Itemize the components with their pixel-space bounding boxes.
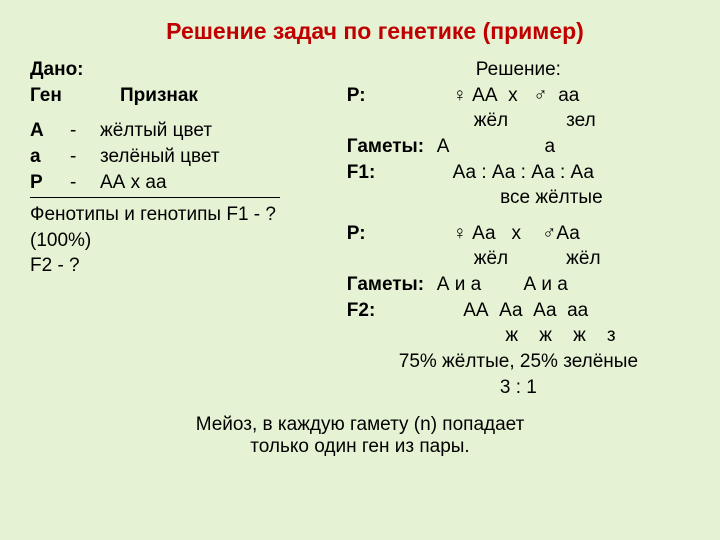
f2-pheno: ж ж ж з	[437, 323, 616, 349]
solution-p2: Р: ♀ Аа х ♂Аа	[347, 221, 690, 247]
p-cross: ♀ АА х ♂ аа	[437, 83, 580, 109]
f2-label: F2:	[347, 298, 437, 324]
gene-trait: АА х аа	[100, 170, 167, 196]
question-line: Фенотипы и генотипы F1 - ?	[30, 202, 347, 228]
f1-val: Аа : Аа : Аа : Аа	[437, 160, 594, 186]
solution-header: Решение:	[347, 57, 690, 83]
p-pheno: жёл зел	[437, 108, 596, 134]
f2-val: АА Аа Аа аа	[437, 298, 588, 324]
given-header-row: Ген Признак	[30, 83, 347, 109]
ratio-numeric: 3 : 1	[347, 375, 690, 401]
footer-line: Мейоз, в каждую гамету (n) попадает	[30, 414, 690, 436]
given-row: Р - АА х аа	[30, 170, 347, 196]
given-row: а - зелёный цвет	[30, 144, 347, 170]
gene-symbol: А	[30, 118, 70, 144]
solution-p1: Р: ♀ АА х ♂ аа	[347, 83, 690, 109]
gametes-val: А и а А и а	[437, 272, 568, 298]
slide-title: Решение задач по генетике (пример)	[30, 18, 690, 45]
solution-column: Решение: Р: ♀ АА х ♂ аа жёл зел Гаметы: …	[347, 57, 690, 400]
empty-label	[347, 108, 437, 134]
f1-pheno: все жёлтые	[437, 185, 603, 211]
ratio-percent: 75% жёлтые, 25% зелёные	[347, 349, 690, 375]
given-column: Дано: Ген Признак А - жёлтый цвет а - зе…	[30, 57, 347, 400]
empty-label	[347, 185, 437, 211]
solution-f1-pheno: все жёлтые	[347, 185, 690, 211]
question-line: (100%)	[30, 228, 347, 254]
solution-gametes1: Гаметы: А а	[347, 134, 690, 160]
gene-dash: -	[70, 118, 100, 144]
gene-dash: -	[70, 170, 100, 196]
empty-label	[347, 323, 437, 349]
footer-line: только один ген из пары.	[30, 436, 690, 458]
gametes-val: А а	[437, 134, 555, 160]
given-header-trait: Признак	[120, 83, 198, 109]
solution-f2: F2: АА Аа Аа аа	[347, 298, 690, 324]
gene-dash: -	[70, 144, 100, 170]
solution-gametes2: Гаметы: А и а А и а	[347, 272, 690, 298]
solution-f2-pheno: ж ж ж з	[347, 323, 690, 349]
given-header-gene: Ген	[30, 83, 120, 109]
gene-trait: зелёный цвет	[100, 144, 220, 170]
gametes-label: Гаметы:	[347, 272, 437, 298]
p-pheno: жёл жёл	[437, 246, 601, 272]
p-label: Р:	[347, 83, 437, 109]
given-header-dano: Дано:	[30, 57, 347, 83]
question-line: F2 - ?	[30, 253, 347, 279]
solution-p1-pheno: жёл зел	[347, 108, 690, 134]
p-label: Р:	[347, 221, 437, 247]
f1-label: F1:	[347, 160, 437, 186]
gametes-label: Гаметы:	[347, 134, 437, 160]
gene-symbol: Р	[30, 170, 70, 196]
p-cross: ♀ Аа х ♂Аа	[437, 221, 580, 247]
gene-trait: жёлтый цвет	[100, 118, 212, 144]
solution-p2-pheno: жёл жёл	[347, 246, 690, 272]
divider-line	[30, 197, 280, 198]
content-area: Дано: Ген Признак А - жёлтый цвет а - зе…	[30, 57, 690, 400]
gene-symbol: а	[30, 144, 70, 170]
given-row: А - жёлтый цвет	[30, 118, 347, 144]
solution-f1: F1: Аа : Аа : Аа : Аа	[347, 160, 690, 186]
footer-note: Мейоз, в каждую гамету (n) попадает толь…	[30, 414, 690, 458]
empty-label	[347, 246, 437, 272]
